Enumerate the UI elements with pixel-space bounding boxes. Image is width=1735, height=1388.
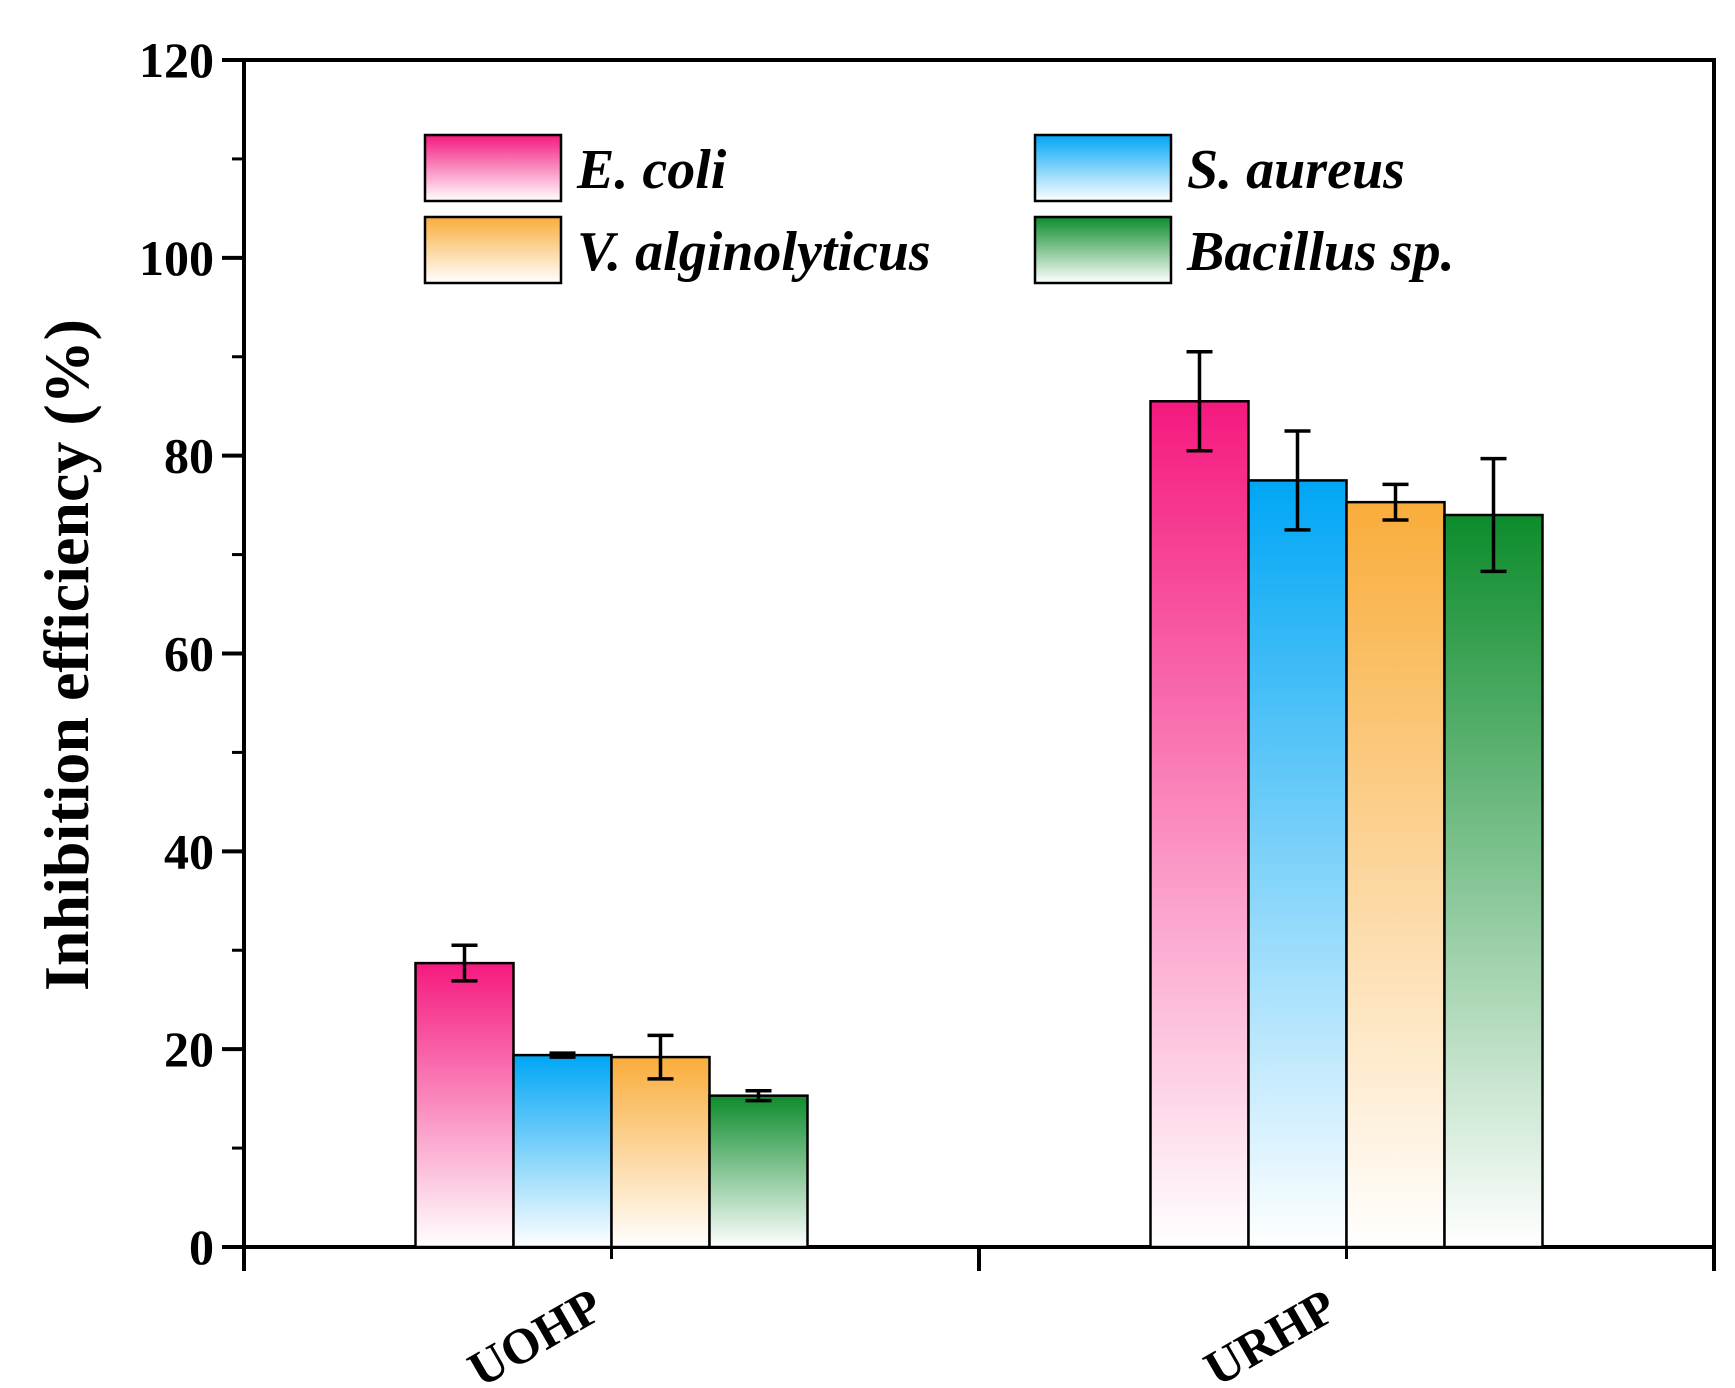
legend-item: Bacillus sp.	[1033, 215, 1455, 285]
y-tick-label: 120	[139, 32, 214, 88]
bars-layer	[414, 400, 1544, 1249]
y-tick-label: 20	[164, 1021, 214, 1077]
bar	[414, 961, 515, 1249]
legend-item: S. aureus	[1033, 133, 1405, 203]
error-bars-layer	[451, 350, 1507, 1103]
bar	[1149, 400, 1250, 1249]
legend-label: S. aureus	[1187, 139, 1405, 201]
bar	[1247, 479, 1348, 1249]
y-tick-label: 0	[189, 1219, 214, 1275]
legend-swatch	[1033, 215, 1173, 285]
error-bar	[647, 1033, 674, 1081]
x-axis: UOHP URHP	[242, 1247, 1716, 1388]
legend-label: Bacillus sp.	[1186, 221, 1455, 283]
error-bar	[1284, 429, 1311, 532]
legend-swatch	[423, 215, 563, 285]
legend-item: E. coli	[423, 133, 727, 203]
legend-item: V. alginolyticus	[423, 215, 931, 285]
bar	[708, 1094, 809, 1249]
y-tick-label: 40	[164, 823, 214, 879]
y-axis-label: Inhibition efficiency (%)	[31, 319, 102, 991]
legend-label: E. coli	[576, 139, 727, 201]
legend: E. coli S. aureus V. alginolyticus Bacillus…	[423, 133, 1455, 285]
bar	[610, 1055, 711, 1249]
error-bar	[745, 1088, 772, 1103]
x-tick-label: URHP	[1195, 1278, 1346, 1388]
legend-swatch	[1033, 133, 1173, 203]
error-bar	[1480, 456, 1507, 574]
legend-label: V. alginolyticus	[577, 221, 931, 283]
y-tick-label: 60	[164, 626, 214, 682]
bar	[512, 1053, 613, 1249]
error-bar	[1186, 350, 1213, 453]
legend-swatch	[423, 133, 563, 203]
bar	[1345, 500, 1446, 1249]
y-axis: 0 20 40 60 80 100 120	[139, 32, 244, 1275]
error-bar	[451, 943, 478, 983]
error-bar	[1382, 482, 1409, 522]
error-bar	[549, 1051, 576, 1059]
x-tick-label: UOHP	[458, 1277, 611, 1388]
bar	[1443, 513, 1544, 1249]
y-tick-label: 100	[139, 230, 214, 286]
y-tick-label: 80	[164, 428, 214, 484]
